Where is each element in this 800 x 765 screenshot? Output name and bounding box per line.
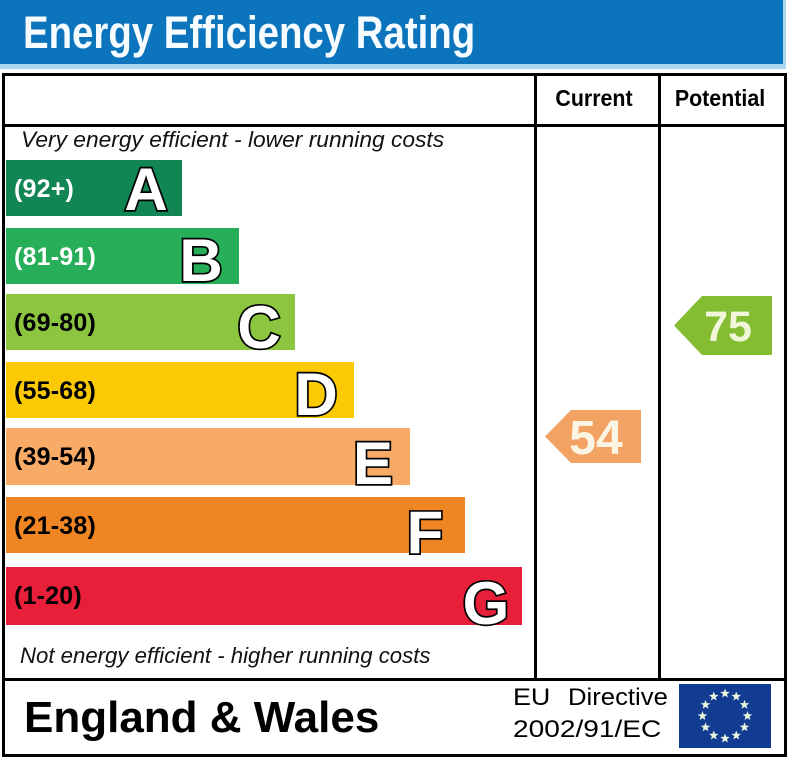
svg-text:B: B (179, 228, 222, 294)
svg-text:G: G (463, 570, 510, 633)
svg-text:75: 75 (704, 303, 752, 351)
svg-text:F: F (407, 499, 444, 563)
svg-text:D: D (294, 362, 337, 428)
svg-text:C: C (237, 294, 280, 360)
svg-text:E: E (353, 430, 393, 494)
svg-text:54: 54 (569, 412, 623, 463)
svg-text:A: A (124, 160, 167, 223)
